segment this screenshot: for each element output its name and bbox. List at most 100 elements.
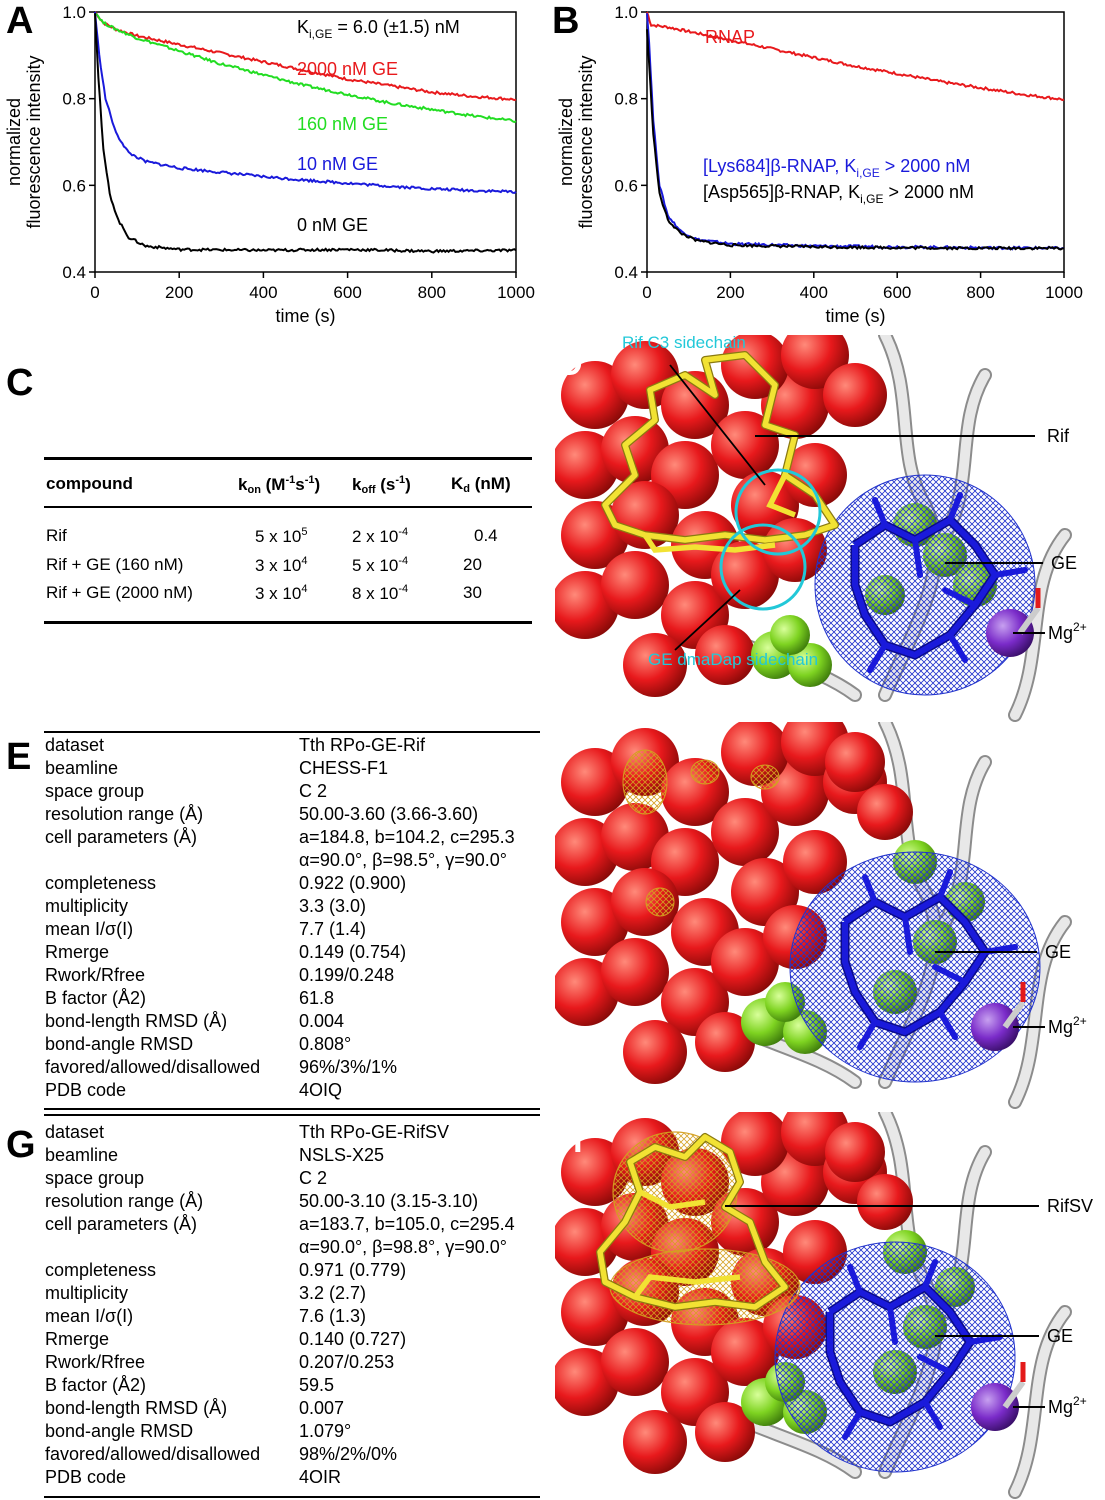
protein-atom-sphere [611,868,679,936]
y-tick-label: 0.6 [62,176,86,195]
protein-atom-sphere [783,830,847,894]
table-value: C 2 [299,1168,328,1188]
y-tick-label: 0.6 [614,176,638,195]
y-axis-label: normalized fluorescence intensity [556,55,596,228]
table-value: 0.007 [299,1398,345,1418]
table-key: Rwork/Rfree [45,1352,146,1372]
table-value: 0.004 [299,1011,345,1031]
table-value: 0.971 (0.779) [299,1260,407,1280]
protein-ribbon [1010,530,1070,720]
table-value: 61.8 [299,988,335,1008]
table-key: completeness [45,873,157,893]
chart-a: 0 200 400 600 800 1000 0.4 0.6 0.8 1.0 time (s) nor… [4,3,535,326]
ge-stick [842,1409,863,1440]
protein-atom-sphere [825,732,885,792]
rif-c3-highlight-circle [734,468,822,556]
table-key: beamline [45,1145,119,1165]
table-key: bond-length RMSD (Å) [45,1011,228,1031]
x-tick-label: 0 [90,283,99,302]
table-value: CHESS-F1 [299,758,389,778]
table-g-bottom-rule [44,1496,540,1498]
table-value: 7.6 (1.3) [299,1306,367,1326]
table-key: completeness [45,1260,157,1280]
row-kd: 20 [463,555,482,574]
table-value: 59.5 [299,1375,335,1395]
table-key: B factor (Å2) [45,1375,147,1395]
x-tick-label: 400 [249,283,277,302]
table-key: resolution range (Å) [45,804,204,824]
table-value: 50.00-3.10 (3.15-3.10) [299,1191,479,1211]
table-bottom-rule [44,621,532,624]
table-value: 96%/3%/1% [299,1057,398,1077]
table-value: 0.207/0.253 [299,1352,395,1372]
ge-stick [872,497,888,528]
ge-stick [937,869,953,900]
ge-density-mesh [814,474,1036,696]
table-top-rule [44,457,532,460]
table-value: 0.922 (0.900) [299,873,407,893]
mg-ion-sphere [986,609,1034,657]
y-axis-label-line1: normalized [4,98,24,186]
table-value: C 2 [299,781,328,801]
ge-stick [867,642,888,673]
table-key: multiplicity [45,1283,129,1303]
y-tick-label: 0.4 [62,263,86,282]
x-axis-label: time (s) [826,306,886,326]
label-ge: GE [1045,942,1071,962]
label-rif: Rif [1047,426,1070,446]
table-e-top-rule [44,731,540,733]
chart-b: 0 200 400 600 800 1000 0.4 0.6 0.8 1.0 time (s) nor… [556,3,1083,326]
series-label: [Lys684]β-RNAP, Ki,GE > 2000 nM [703,156,970,180]
table-key: space group [45,781,145,801]
ge-stick [917,1354,953,1375]
panel-letter-c: C [6,362,34,404]
rifsv-density-mesh [609,1248,801,1326]
x-tick-label: 800 [966,283,994,302]
ge-dmadap-highlight-circle [719,523,807,611]
table-key: PDB code [45,1467,127,1487]
mg-coordinating-residue [1002,1380,1026,1409]
header-koff: koff (s-1) [352,474,411,496]
series-label: 10 nM GE [297,154,378,174]
series-label: 0 nM GE [297,215,368,235]
protein-atom-sphere [623,1410,687,1474]
protein-atom-sphere [711,411,779,479]
table-value: 0.808° [299,1034,352,1054]
header-kd: Kd (nM) [451,474,511,495]
protein-atom-sphere [783,443,847,507]
protein-atom-sphere [623,1020,687,1084]
green-atom-sphere [770,615,810,655]
protein-atom-sphere [857,1174,913,1230]
ge-density-mesh [774,1241,1016,1473]
protein-atom-sphere [601,1328,669,1396]
table-g-top-rule [44,1114,540,1116]
protein-atom-sphere [695,1012,755,1072]
ge-stick [967,1334,1003,1345]
header-compound: compound [46,474,133,493]
series-label: 160 nM GE [297,114,388,134]
x-tick-label: 600 [883,283,911,302]
series-line [646,11,1065,102]
row-koff: 5 x 10-4 [352,555,409,575]
table-key: dataset [45,1122,105,1142]
table-key: mean I/σ(I) [45,919,134,939]
callout-line [674,589,741,651]
panel-letter-e: E [6,736,32,778]
callout-line [669,364,766,486]
mg-label: Mg2+ [1048,1394,1087,1417]
structure-panel-h: RifSV GE Mg2+ H [555,1112,1105,1500]
green-atom-sphere [788,643,832,687]
x-tick-label: 600 [333,283,361,302]
rifsv-stick [632,1189,741,1299]
structure-panel-d: Rif C3 sidechain GE dmaDap sidechain Rif GE… [555,335,1105,723]
table-header-rule [44,506,532,508]
mg-label: Mg2+ [1048,620,1087,643]
mg-ion-sphere [971,1003,1019,1051]
protein-atom-sphere [711,1318,779,1386]
table-key: favored/allowed/disallowed [45,1057,261,1077]
table-value: Tth RPo-GE-RifSV [299,1122,450,1142]
callout-rif-c3: Rif C3 sidechain [622,335,746,352]
table-key: Rmerge [45,1329,110,1349]
panel-letter-h: H [558,1122,583,1160]
plot-frame [646,11,1065,273]
